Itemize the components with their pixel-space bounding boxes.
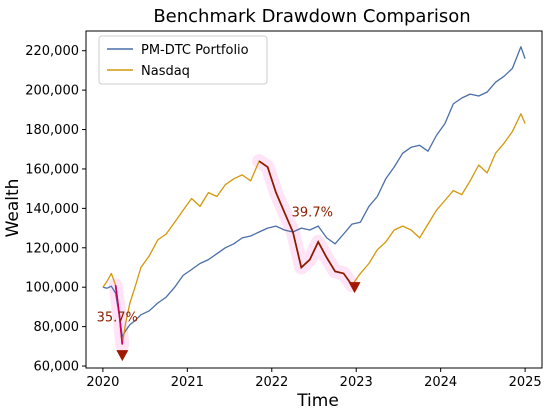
x-tick-label: 2020: [86, 375, 119, 390]
y-tick-label: 180,000: [25, 123, 79, 138]
drawdown-trough-marker: [116, 350, 129, 362]
y-tick-label: 220,000: [25, 44, 79, 59]
drawdown-segment-top: [258, 160, 353, 286]
x-axis-label: Time: [296, 391, 339, 411]
y-tick-label: 200,000: [25, 84, 79, 99]
plot-frame: [85, 30, 543, 369]
y-tick-label: 160,000: [25, 162, 79, 177]
x-tick-label: 2024: [424, 375, 457, 390]
y-tick-label: 140,000: [25, 202, 79, 217]
legend-label-nasdaq: Nasdaq: [141, 64, 190, 79]
drawdown-segment-top: [114, 285, 124, 345]
x-axis-ticks: 2020 2021 2022 2023 2024 2025: [86, 368, 542, 390]
legend: PM-DTC Portfolio Nasdaq: [98, 35, 268, 85]
y-axis-label: Wealth: [3, 179, 23, 238]
y-axis-ticks: 60,000 80,000 100,000 120,000 140,000 160,000…: [25, 44, 86, 375]
x-tick-label: 2025: [509, 375, 542, 390]
series-line-pm-dtc: [102, 46, 526, 338]
chart-title: Benchmark Drawdown Comparison: [153, 6, 470, 27]
drawdown-trough-marker: [348, 282, 361, 294]
y-tick-label: 80,000: [34, 320, 80, 335]
x-tick-label: 2021: [171, 375, 204, 390]
legend-label-pm-dtc: PM-DTC Portfolio: [141, 43, 249, 58]
series-line-nasdaq: [102, 113, 526, 346]
drawdown-glow: [252, 154, 359, 293]
legend-box: [98, 35, 268, 85]
x-tick-label: 2022: [255, 375, 288, 390]
y-tick-label: 120,000: [25, 241, 79, 256]
drawdown-label-2020: 35.7%: [97, 311, 138, 326]
annotations: 35.7% 39.7%: [97, 205, 333, 325]
x-tick-label: 2023: [340, 375, 373, 390]
plot-area: [85, 30, 543, 369]
y-tick-label: 100,000: [25, 281, 79, 296]
y-tick-label: 60,000: [34, 360, 80, 375]
drawdown-label-2022: 39.7%: [292, 205, 333, 220]
